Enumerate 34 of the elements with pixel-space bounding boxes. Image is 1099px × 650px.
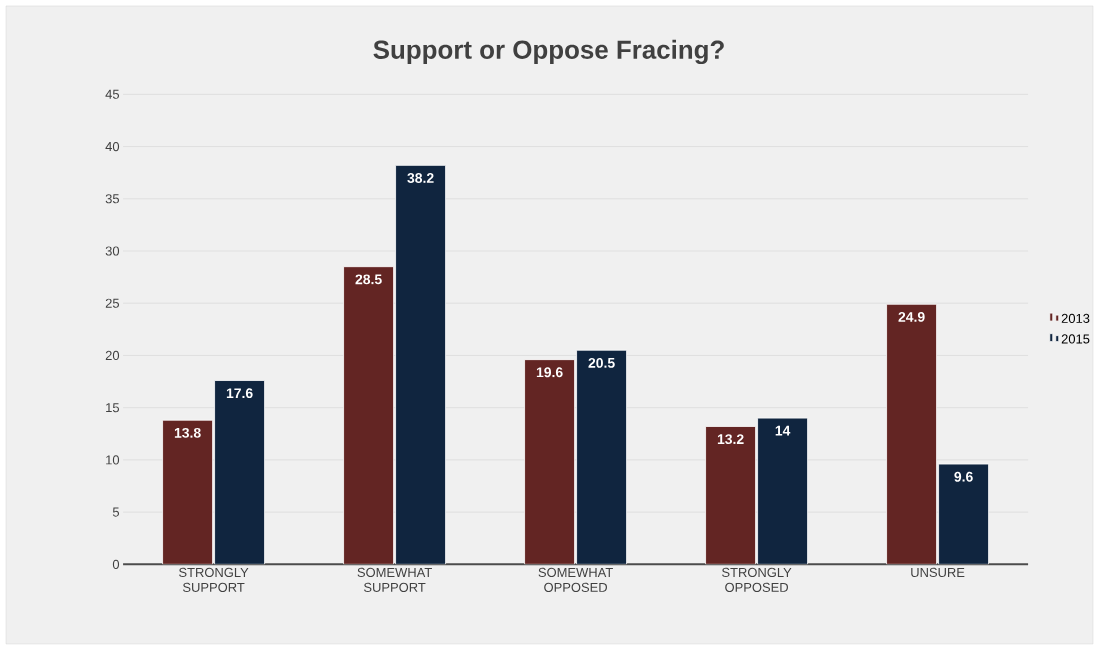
x-tick-label: STRONGLY SUPPORT [179,567,249,592]
bar [938,463,989,565]
bar [395,164,446,565]
data-label: 24.9 [898,311,925,322]
bar [162,419,213,565]
data-label: 19.6 [536,367,563,378]
y-tick-label: 5 [112,507,120,517]
data-label: 13.8 [174,427,201,438]
y-tick-label: 0 [112,559,120,569]
data-label: 14 [775,425,791,436]
x-tick-label: UNSURE [911,567,965,578]
data-label: 38.2 [407,173,434,183]
y-tick-label: 40 [105,141,120,152]
bar [757,417,808,565]
legend-label: 2015 [1061,334,1090,344]
y-tick-label: 45 [105,89,120,99]
y-tick-label: 10 [106,455,120,465]
chart-title: Support or Oppose Fracing? [373,39,724,65]
y-tick-label: 35 [105,194,120,204]
data-label: 9.6 [954,471,973,482]
legend-label: 2013 [1061,313,1090,323]
y-tick-label: 15 [106,403,120,413]
y-tick-label: 25 [105,298,120,308]
y-tick-label: 20 [105,350,120,361]
data-label: 13.2 [717,434,744,445]
data-label: 20.5 [588,357,615,368]
x-tick-label: STRONGLY OPPOSED [722,567,792,592]
bar [576,349,627,565]
data-label: 28.5 [355,274,382,285]
bar [214,380,265,565]
x-tick-label: SOMEWHAT OPPOSED [538,567,613,592]
x-tick-label: SOMEWHAT SUPPORT [357,567,432,592]
y-tick-label: 30 [105,246,120,256]
data-label: 17.6 [226,388,253,399]
